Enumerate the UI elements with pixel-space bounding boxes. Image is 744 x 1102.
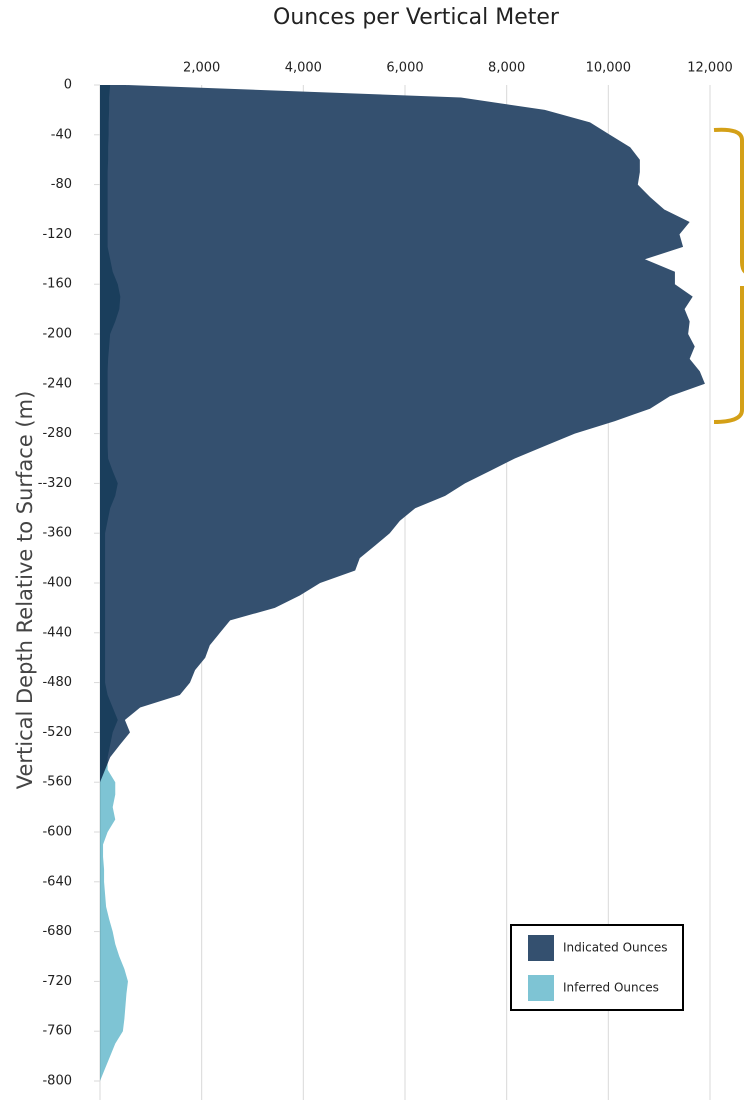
y-tick-label: 0 bbox=[64, 78, 72, 93]
x-tick-label: 12,000 bbox=[687, 61, 733, 76]
y-tick-label: -600 bbox=[42, 825, 72, 840]
y-tick-label: -680 bbox=[42, 924, 72, 939]
area bbox=[100, 85, 128, 1081]
legend-label: Indicated Ounces bbox=[563, 941, 667, 955]
y-tick-label: -480 bbox=[42, 675, 72, 690]
y-tick-label: -760 bbox=[42, 1024, 72, 1039]
x-tick-label: 10,000 bbox=[586, 61, 632, 76]
y-tick-label: -400 bbox=[42, 576, 72, 591]
x-tick-label: 2,000 bbox=[183, 61, 220, 76]
x-tick-label: 6,000 bbox=[386, 61, 423, 76]
legend: Indicated Ounces Inferred Ounces bbox=[510, 924, 684, 1011]
x-tick-label: 4,000 bbox=[285, 61, 322, 76]
y-tick-label: -800 bbox=[42, 1074, 72, 1089]
legend-swatch bbox=[528, 935, 554, 961]
legend-label: Inferred Ounces bbox=[563, 981, 659, 995]
y-tick-label: -280 bbox=[42, 426, 72, 441]
y-tick-label: -80 bbox=[51, 177, 72, 192]
area bbox=[100, 85, 705, 1081]
y-tick-label: -120 bbox=[42, 227, 72, 242]
y-tick-label: -360 bbox=[42, 526, 72, 541]
legend-swatch bbox=[528, 975, 554, 1001]
y-tick-label: -40 bbox=[51, 127, 72, 142]
x-tick-label: 8,000 bbox=[488, 61, 525, 76]
y-tick-label: -560 bbox=[42, 775, 72, 790]
y-tick-label: -200 bbox=[42, 327, 72, 342]
bracket-annotation bbox=[713, 127, 744, 424]
y-tick-label: -440 bbox=[42, 625, 72, 640]
y-tick-label: -720 bbox=[42, 974, 72, 989]
y-tick-label: -640 bbox=[42, 874, 72, 889]
y-tick-label: --320 bbox=[38, 476, 72, 491]
y-tick-label: -240 bbox=[42, 376, 72, 391]
y-axis-label: Vertical Depth Relative to Surface (m) bbox=[13, 391, 37, 790]
chart-title: Ounces per Vertical Meter bbox=[273, 5, 560, 30]
y-tick-label: -520 bbox=[42, 725, 72, 740]
y-tick-label: -160 bbox=[42, 277, 72, 292]
